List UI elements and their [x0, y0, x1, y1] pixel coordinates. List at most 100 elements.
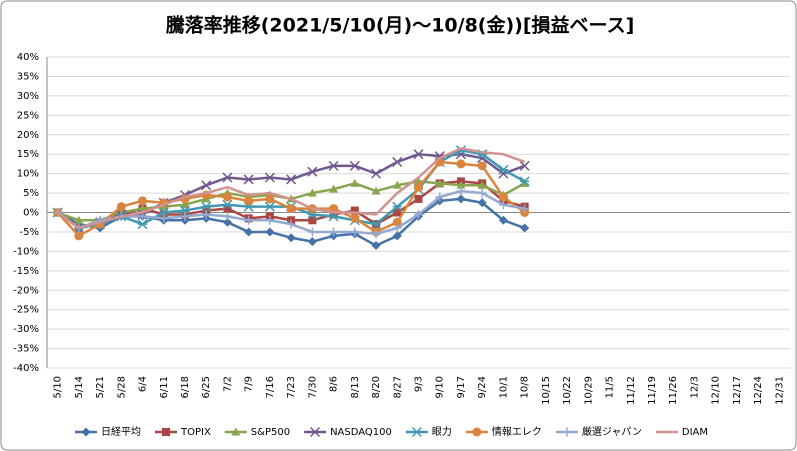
- marker: [414, 194, 423, 203]
- marker: [74, 231, 84, 241]
- legend-label: DIAM: [682, 427, 708, 438]
- marker: [456, 159, 466, 169]
- marker: [286, 204, 296, 214]
- marker: [435, 178, 445, 187]
- x-tick-label: 7/9: [244, 376, 255, 392]
- marker: [392, 201, 403, 212]
- marker: [414, 182, 423, 192]
- marker: [329, 227, 339, 237]
- marker: [350, 178, 360, 187]
- x-tick-label: 12/17: [732, 376, 743, 405]
- marker: [158, 207, 169, 218]
- x-tick-label: 10/29: [583, 376, 594, 405]
- x-tick-label: 11/5: [605, 376, 616, 398]
- x-tick-label: 7/2: [222, 376, 233, 392]
- marker: [328, 160, 339, 171]
- y-tick-label: 20%: [17, 130, 39, 141]
- x-tick-label: 10/15: [541, 376, 552, 405]
- marker: [201, 201, 212, 212]
- x-tick-label: 6/11: [159, 376, 170, 398]
- y-tick-label: 30%: [17, 91, 39, 102]
- marker: [244, 227, 254, 237]
- x-tick-label: 11/26: [668, 376, 679, 405]
- marker: [244, 215, 254, 225]
- y-tick-label: -25%: [13, 305, 39, 316]
- marker: [477, 180, 487, 189]
- x-tick-label: 7/16: [265, 376, 276, 398]
- marker: [350, 213, 360, 223]
- marker: [435, 192, 445, 202]
- y-tick-label: -20%: [13, 285, 39, 296]
- x-tick-label: 7/23: [286, 376, 297, 398]
- legend-item: 眼力: [405, 425, 452, 438]
- marker: [138, 196, 148, 206]
- x-tick-label: 12/10: [711, 376, 722, 405]
- y-tick-label: -40%: [13, 363, 39, 374]
- y-tick-label: -10%: [13, 246, 39, 257]
- marker: [265, 194, 275, 204]
- marker: [562, 427, 572, 437]
- marker: [222, 211, 232, 221]
- marker: [371, 241, 381, 251]
- marker: [413, 149, 424, 160]
- marker: [307, 237, 317, 247]
- x-tick-label: 12/31: [774, 376, 785, 405]
- marker: [310, 426, 321, 438]
- marker: [414, 209, 423, 219]
- marker: [307, 188, 317, 197]
- y-tick-label: 0%: [23, 208, 39, 219]
- marker: [392, 217, 402, 227]
- x-tick-label: 12/3: [689, 376, 700, 398]
- marker: [498, 192, 508, 202]
- x-tick-label: 8/13: [350, 376, 361, 398]
- marker: [477, 161, 487, 171]
- marker: [243, 174, 254, 185]
- x-tick-label: 10/1: [498, 376, 509, 398]
- x-tick-label: 11/19: [647, 376, 658, 405]
- marker: [286, 233, 296, 243]
- y-tick-label: -35%: [13, 344, 39, 355]
- legend-label: 眼力: [432, 425, 452, 438]
- marker: [520, 223, 530, 233]
- marker: [498, 200, 508, 210]
- marker: [519, 160, 530, 171]
- marker: [222, 192, 232, 202]
- marker: [520, 204, 530, 214]
- x-tick-label: 5/14: [74, 376, 85, 398]
- marker: [456, 194, 466, 204]
- marker: [222, 172, 233, 183]
- marker: [116, 202, 126, 212]
- marker: [393, 208, 402, 217]
- legend-item: 情報エレク: [465, 425, 542, 438]
- marker: [201, 180, 212, 191]
- marker: [498, 164, 509, 175]
- marker: [472, 427, 482, 437]
- marker: [180, 211, 190, 221]
- y-tick-label: 25%: [17, 110, 39, 121]
- series-line: [56, 147, 526, 230]
- legend-item: S&P500: [224, 427, 290, 438]
- marker: [456, 186, 466, 196]
- y-tick-label: 35%: [17, 71, 39, 82]
- x-tick-label: 8/6: [329, 376, 340, 392]
- marker: [265, 215, 275, 225]
- y-tick-label: 40%: [17, 52, 39, 63]
- marker: [392, 180, 402, 189]
- x-tick-label: 10/22: [562, 376, 573, 405]
- legend-item: 厳選ジャパン: [555, 425, 642, 438]
- marker: [520, 178, 530, 187]
- y-tick-label: 15%: [17, 149, 39, 160]
- marker: [307, 166, 318, 177]
- marker: [519, 176, 530, 187]
- marker: [222, 217, 232, 227]
- marker: [222, 199, 233, 210]
- marker: [350, 227, 360, 237]
- x-tick-label: 8/20: [371, 376, 382, 398]
- marker: [477, 188, 487, 198]
- legend-label: 厳選ジャパン: [582, 425, 642, 438]
- y-tick-label: -30%: [13, 324, 39, 335]
- marker: [244, 196, 254, 206]
- legend-item: 日経平均: [74, 425, 141, 438]
- marker: [159, 213, 169, 223]
- x-tick-label: 9/24: [477, 376, 488, 398]
